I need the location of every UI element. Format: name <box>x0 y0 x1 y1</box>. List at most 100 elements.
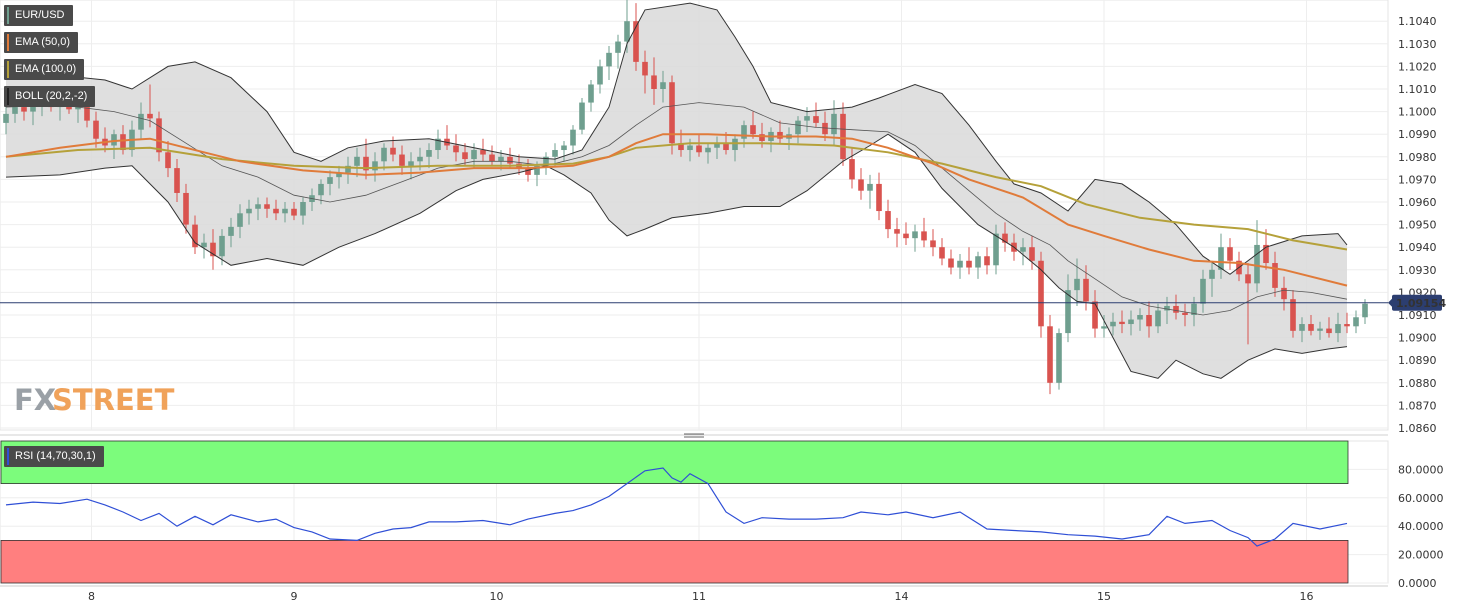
time-tick-label: 9 <box>291 590 298 603</box>
candle-body <box>732 138 738 151</box>
bollinger-upper-line <box>5 2 1348 275</box>
candle-body <box>1146 315 1152 327</box>
price-tick-label: 1.0860 <box>1398 422 1437 435</box>
candle <box>291 202 297 221</box>
candle-body <box>858 179 864 191</box>
candle-body <box>669 82 675 144</box>
candle-body <box>1263 244 1269 264</box>
candle-body <box>957 260 963 268</box>
candle <box>939 238 945 266</box>
candle <box>1065 274 1071 343</box>
candle-body <box>1254 244 1260 284</box>
candle <box>381 143 387 171</box>
candle <box>93 111 99 148</box>
candle-body <box>1272 263 1278 288</box>
candle <box>1353 310 1359 334</box>
candle <box>606 46 612 80</box>
candle-body <box>219 235 225 257</box>
candle-body <box>471 150 477 160</box>
candle-body <box>1128 319 1134 325</box>
candle-body <box>507 156 513 164</box>
candle <box>345 156 351 184</box>
candle <box>1299 317 1305 343</box>
candle-body <box>372 161 378 171</box>
price-tick-label: 1.0930 <box>1398 264 1437 277</box>
candle-body <box>3 113 9 123</box>
candle <box>984 247 990 275</box>
legend-boll[interactable]: BOLL (20,2,-2) <box>4 86 96 107</box>
candle-body <box>318 183 324 196</box>
candle-body <box>1227 247 1233 261</box>
price-tick-label: 1.1040 <box>1398 15 1437 28</box>
candle <box>1002 222 1008 252</box>
candle-body <box>660 82 666 89</box>
candle-body <box>1218 247 1224 270</box>
legend-rsi-label: RSI (14,70,30,1) <box>15 450 96 462</box>
candle-body <box>111 134 117 146</box>
candle-body <box>228 226 234 236</box>
candle <box>1245 263 1251 345</box>
candle-body <box>1101 326 1107 329</box>
price-tick-label: 1.0980 <box>1398 151 1437 164</box>
candle <box>1263 229 1269 270</box>
time-tick-label: 15 <box>1097 590 1111 603</box>
bollinger-lower-line <box>5 133 1348 379</box>
candle <box>435 129 441 160</box>
candle <box>669 75 675 155</box>
legend-ema100[interactable]: EMA (100,0) <box>4 59 85 80</box>
candle-body <box>606 52 612 67</box>
candle-body <box>615 41 621 53</box>
candle-body <box>876 183 882 212</box>
candle <box>579 98 585 135</box>
candle-body <box>1038 260 1044 327</box>
legend-symbol[interactable]: EUR/USD <box>4 5 73 26</box>
candle-body <box>1029 247 1035 261</box>
candle-body <box>597 66 603 85</box>
price-tick-label: 1.1000 <box>1398 106 1437 119</box>
candle-body <box>813 116 819 123</box>
legend-ema50[interactable]: EMA (50,0) <box>4 32 79 53</box>
candle-body <box>1020 247 1026 252</box>
candle-body <box>300 202 306 216</box>
candle-body <box>831 113 837 135</box>
candle <box>156 111 162 162</box>
candle <box>1056 328 1062 390</box>
candle-body <box>363 156 369 171</box>
legend-rsi[interactable]: RSI (14,70,30,1) <box>4 446 104 467</box>
candle-body <box>795 120 801 135</box>
candle-body <box>1137 315 1143 320</box>
candle-body <box>165 152 171 169</box>
candle <box>174 159 180 202</box>
legend-ema100-label: EMA (100,0) <box>15 63 77 75</box>
candle-body <box>1164 305 1170 311</box>
candle-body <box>1065 290 1071 334</box>
legend-rsi-swatch <box>7 448 9 465</box>
candle <box>714 136 720 160</box>
candle-body <box>273 208 279 214</box>
candle-body <box>966 260 972 268</box>
candle-body <box>633 21 639 62</box>
candle <box>633 3 639 71</box>
candle <box>705 143 711 164</box>
candle-body <box>759 134 765 141</box>
candle <box>1146 301 1152 338</box>
price-tick-label: 1.1030 <box>1398 38 1437 51</box>
candle <box>561 140 567 162</box>
candle <box>1209 260 1215 297</box>
price-tick-label: 1.0900 <box>1398 332 1437 345</box>
candle-body <box>1002 233 1008 243</box>
candle-body <box>912 231 918 239</box>
candle <box>1119 310 1125 334</box>
rsi-tick-label: 80.0000 <box>1398 463 1444 476</box>
candle-body <box>1335 324 1341 334</box>
candle <box>1290 290 1296 338</box>
candle-body <box>948 258 954 268</box>
pane-divider[interactable] <box>0 433 1388 438</box>
candle-body <box>1074 278 1080 291</box>
candle <box>1173 294 1179 320</box>
candle <box>660 70 666 103</box>
candle-body <box>1056 333 1062 383</box>
candle-body <box>588 84 594 103</box>
candle <box>840 102 846 166</box>
candle <box>552 143 558 166</box>
